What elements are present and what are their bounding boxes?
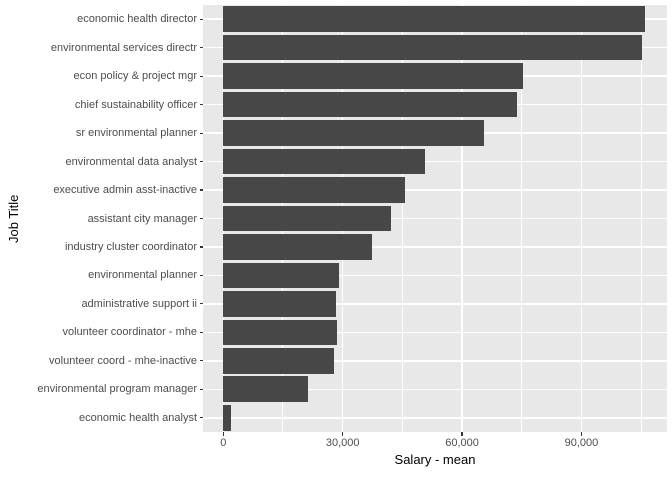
- gridline-vertical-minor: [521, 5, 523, 432]
- gridline-horizontal: [203, 388, 667, 391]
- y-tick-mark: [199, 274, 203, 277]
- y-tick-label: administrative support ii: [81, 297, 197, 310]
- y-tick-label: sr environmental planner: [75, 127, 197, 140]
- gridline-vertical-major: [461, 5, 463, 432]
- bar: [223, 319, 338, 346]
- x-tick-mark: [222, 432, 224, 436]
- y-tick-label: executive admin asst-inactive: [53, 184, 197, 197]
- y-tick-label: chief sustainability officer: [74, 98, 197, 111]
- y-tick-mark: [199, 388, 203, 390]
- y-tick-label: environmental data analyst: [65, 155, 197, 168]
- bar: [223, 262, 340, 289]
- y-tick-label: assistant city manager: [87, 212, 197, 225]
- bar: [223, 6, 646, 33]
- y-tick-mark: [199, 18, 203, 20]
- bar: [223, 205, 391, 232]
- y-tick-mark: [199, 189, 203, 191]
- bar: [223, 291, 337, 317]
- bar: [223, 234, 372, 260]
- y-tick-mark: [199, 160, 203, 163]
- x-tick-label: 0: [220, 437, 227, 449]
- bar: [223, 63, 524, 89]
- x-tick-mark: [461, 432, 463, 436]
- y-tick-mark: [199, 360, 203, 362]
- y-tick-label: econ policy & project mgr: [73, 70, 198, 83]
- gridline-horizontal: [203, 189, 667, 191]
- bar: [223, 404, 231, 431]
- y-tick-mark: [199, 75, 203, 77]
- y-tick-mark: [199, 331, 203, 333]
- y-tick-mark: [199, 104, 203, 106]
- bar: [223, 91, 518, 118]
- gridline-vertical-minor: [640, 5, 642, 432]
- bar: [223, 148, 426, 175]
- bar: [223, 376, 308, 403]
- y-tick-mark: [199, 303, 203, 305]
- x-tick-mark: [580, 432, 583, 436]
- y-tick-mark: [199, 217, 203, 220]
- x-tick-label: 60,000: [445, 437, 479, 449]
- y-tick-label: volunteer coord - mhe-inactive: [49, 354, 197, 367]
- y-axis-labels: economic health director environmental se…: [0, 5, 197, 432]
- x-tick-label: 30,000: [325, 437, 360, 449]
- bar: [223, 34, 643, 61]
- y-tick-mark: [199, 132, 203, 134]
- gridline-horizontal: [203, 160, 667, 163]
- bar: [223, 348, 334, 374]
- y-tick-label: industry cluster coordinator: [64, 240, 197, 253]
- x-tick-mark: [342, 432, 344, 436]
- y-tick-mark: [199, 47, 203, 49]
- gridline-vertical-major: [580, 5, 583, 432]
- gridline-horizontal: [203, 360, 667, 362]
- gridline-vertical-minor: [401, 5, 403, 432]
- gridline-horizontal: [203, 303, 667, 305]
- gridline-horizontal: [203, 246, 667, 248]
- y-tick-mark: [199, 417, 203, 419]
- y-tick-label: economic health director: [77, 13, 197, 26]
- gridline-horizontal: [203, 217, 667, 220]
- gridline-horizontal: [203, 331, 667, 334]
- gridline-horizontal: [203, 274, 667, 277]
- y-tick-label: environmental planner: [88, 269, 197, 282]
- x-tick-label: 90,000: [564, 437, 599, 449]
- plot-panel: [203, 5, 667, 432]
- y-tick-label: volunteer coordinator - mhe: [62, 326, 197, 339]
- y-tick-mark: [199, 246, 203, 248]
- bar: [223, 177, 406, 203]
- bar: [223, 120, 484, 146]
- gridline-horizontal: [203, 417, 667, 419]
- y-tick-label: environmental services directr: [50, 41, 197, 54]
- y-tick-label: environmental program manager: [37, 383, 197, 396]
- y-tick-label: economic health analyst: [78, 411, 197, 424]
- x-axis-title: Salary - mean: [394, 452, 476, 467]
